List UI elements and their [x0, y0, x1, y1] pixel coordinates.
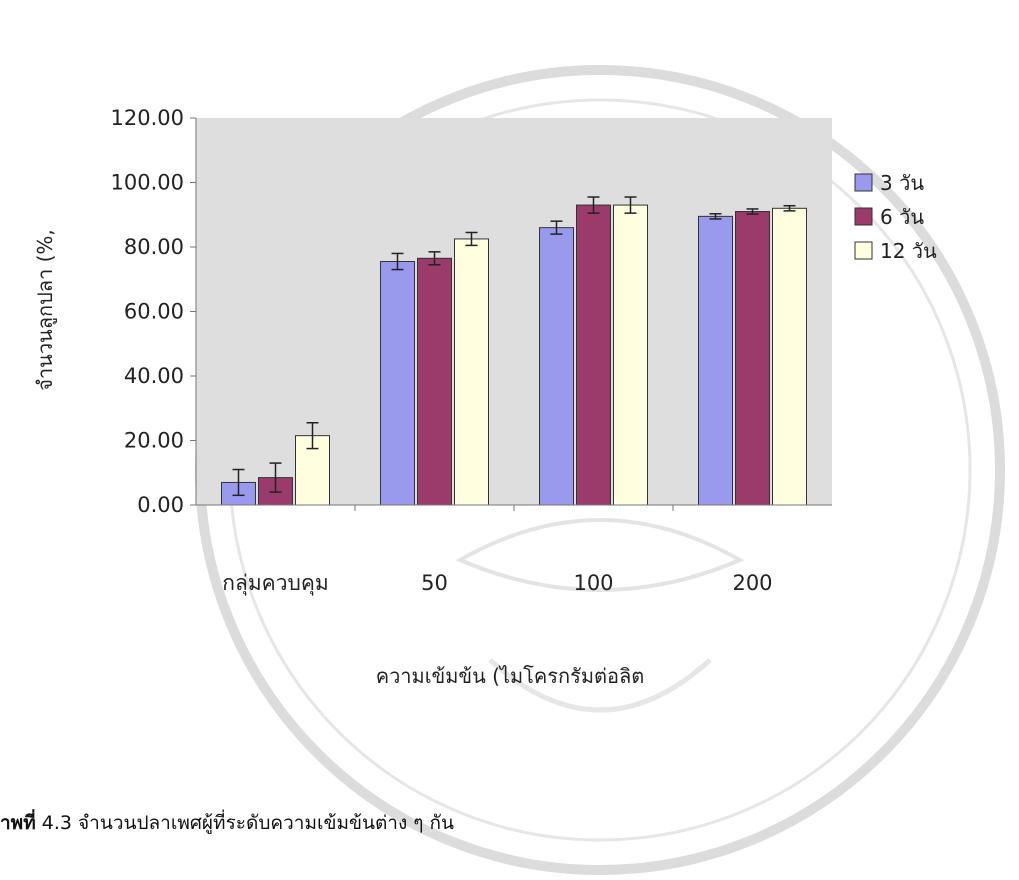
- bar: [417, 257, 452, 506]
- figure-number: 4.3: [35, 812, 72, 834]
- bar: [735, 211, 770, 506]
- bar-chart: 0.00 20.00 40.00 60.00 80.00 100.00 120.00 กลุ…: [33, 106, 937, 688]
- legend-label: 12 วัน: [880, 239, 937, 263]
- bar: [698, 215, 733, 506]
- x-tick-label: 50: [421, 571, 448, 595]
- y-axis-title: จำนวนลูกปลา (%,: [33, 229, 58, 391]
- y-tick-label: 60.00: [124, 300, 184, 324]
- bar: [772, 207, 807, 506]
- y-tick-label: 100.00: [111, 171, 184, 195]
- bar: [576, 204, 611, 506]
- y-tick-label: 20.00: [124, 429, 184, 453]
- bar: [454, 238, 489, 506]
- bar: [539, 227, 574, 506]
- legend-label: 6 วัน: [880, 205, 924, 229]
- bar: [380, 261, 415, 506]
- x-tick-label: กลุ่มควบคุม: [222, 571, 329, 596]
- figure-caption: าพที่ 4.3 จำนวนปลาเพศผู้ที่ระดับความเข้ม…: [0, 808, 454, 838]
- legend-swatch: [854, 241, 873, 260]
- legend-swatch: [854, 173, 873, 192]
- x-tick-label: 100: [573, 571, 613, 595]
- y-tick-label: 120.00: [111, 106, 184, 130]
- figure-caption-text: จำนวนปลาเพศผู้ที่ระดับความเข้มข้นต่าง ๆ …: [71, 812, 455, 834]
- y-tick-label: 40.00: [124, 364, 184, 388]
- figure-label: าพที่: [0, 812, 36, 834]
- legend-swatch: [854, 207, 873, 226]
- legend-label: 3 วัน: [880, 171, 924, 195]
- x-tick-label: 200: [732, 571, 772, 595]
- bar: [613, 204, 648, 506]
- y-tick-label: 80.00: [124, 235, 184, 259]
- x-axis-title: ความเข้มข้น (ไมโครกรัมต่อลิต: [376, 664, 645, 688]
- y-tick-label: 0.00: [137, 493, 184, 517]
